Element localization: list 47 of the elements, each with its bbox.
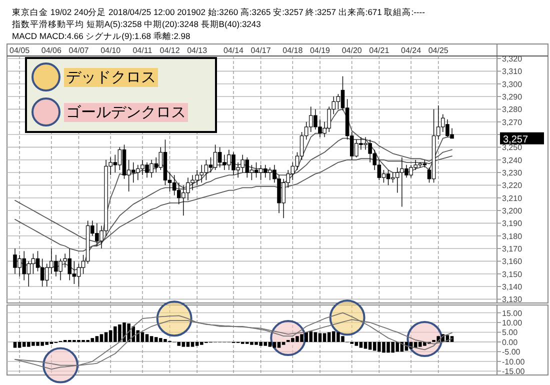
y-tick-label: 3,320	[502, 54, 523, 64]
legend-label: デッドクロス	[66, 69, 156, 86]
x-tick-label: 04/14	[223, 46, 244, 55]
y-tick-label: 3,220	[502, 181, 523, 190]
y-tick-label: 3,140	[502, 282, 523, 292]
y-tick-label: 3,300	[502, 80, 523, 89]
legend-label: ゴールデンクロス	[66, 104, 186, 121]
text: 3,257	[503, 134, 528, 146]
y-tick-label: -10.00	[502, 357, 526, 366]
y-tick-label: 3,240	[502, 156, 523, 165]
x-tick-label: 04/12	[160, 46, 180, 55]
y-tick-label: -5.00	[502, 348, 521, 357]
y-tick-label: 3,310	[502, 67, 523, 76]
y-tick-label: 3,290	[502, 92, 523, 102]
y-tick-label: 3,250	[502, 143, 523, 152]
x-tick-label: 04/13	[187, 46, 208, 55]
x-tick-label: 04/18	[282, 46, 304, 55]
y-tick-label: 3,160	[502, 257, 523, 266]
y-tick-label: 3,230	[502, 168, 523, 178]
x-tick-label: 04/21	[369, 46, 390, 55]
x-tick-label: 04/17	[250, 46, 272, 55]
y-tick-label: 3,280	[502, 105, 523, 114]
x-tick-label: 04/06	[41, 46, 62, 55]
y-tick-label: 3,200	[502, 206, 523, 216]
x-tick-label: 04/05	[10, 46, 30, 55]
y-tick-label: 3,130	[502, 295, 523, 304]
y-tick-label: 3,150	[502, 270, 523, 279]
y-tick-label: 3,170	[502, 244, 523, 254]
x-tick-label: 04/07	[68, 46, 90, 55]
x-tick-label: 04/11	[132, 46, 153, 55]
text: MACD MACD:4.66 シグナル(9):1.68 乖離:2.98	[12, 31, 191, 41]
y-tick-label: 3,270	[502, 118, 523, 127]
x-tick-label: 04/25	[428, 46, 449, 55]
chart-subtitle: 指数平滑移動平均 短期A(5):3258 中期(20):3248 長期B(40):3243	[11, 19, 262, 29]
y-tick-label: -15.00	[502, 367, 526, 376]
x-tick-label: 04/20	[342, 46, 362, 55]
y-tick-label: 3,190	[502, 219, 523, 228]
x-tick-label: 04/19	[310, 46, 331, 55]
y-tick-label: 10.00	[502, 318, 523, 328]
y-tick-label: 0.00	[502, 338, 518, 347]
y-tick-label: 3,210	[502, 194, 523, 203]
y-tick-label: 5.00	[502, 328, 518, 338]
y-tick-label: 15.00	[502, 308, 523, 318]
chart-title: 東京白金 19/02 240分足 2018/04/25 12:00 201902 始:3260 高:3265 安:3257 終:3257 出来高:671 取組高:----	[12, 7, 426, 17]
x-tick-label: 04/24	[401, 46, 422, 55]
y-tick-label: 3,180	[502, 232, 523, 241]
x-tick-label: 04/10	[100, 46, 122, 55]
